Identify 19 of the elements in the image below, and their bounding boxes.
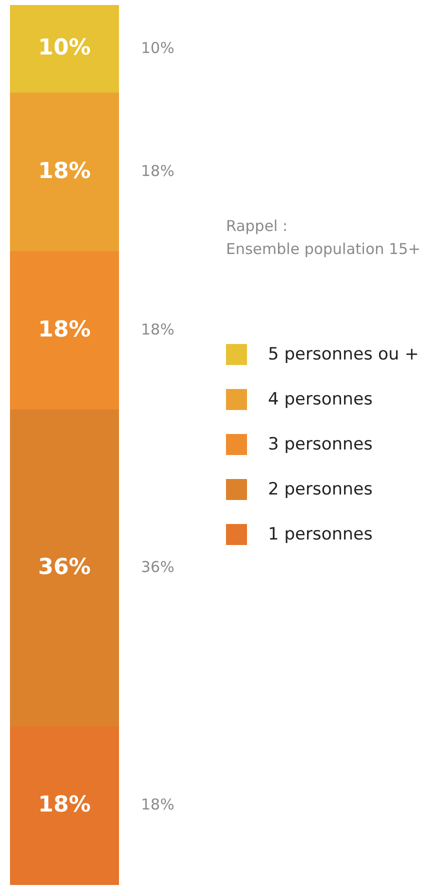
bar — [10, 5, 119, 94]
legend-label: 3 personnes — [268, 434, 373, 454]
data-label: 36% — [38, 554, 91, 580]
legend-label: 5 personnes ou + — [268, 344, 419, 364]
data-label: 10% — [38, 36, 91, 61]
data-label: 18% — [38, 158, 91, 184]
text: 18% — [141, 320, 174, 338]
text: 18% — [141, 162, 174, 180]
data-label: 18% — [38, 792, 91, 818]
bar — [10, 92, 119, 252]
legend-label: 2 personnes — [268, 479, 373, 500]
text: 36% — [141, 558, 174, 576]
text: 10% — [141, 38, 174, 57]
text: 18% — [141, 796, 174, 814]
legend-label: 4 personnes — [268, 389, 373, 410]
bar — [10, 251, 119, 410]
legend-label: 1 personnes — [268, 524, 373, 544]
data-label: 18% — [38, 317, 91, 342]
text: Rappel : Ensemble population 15+ — [226, 216, 421, 258]
